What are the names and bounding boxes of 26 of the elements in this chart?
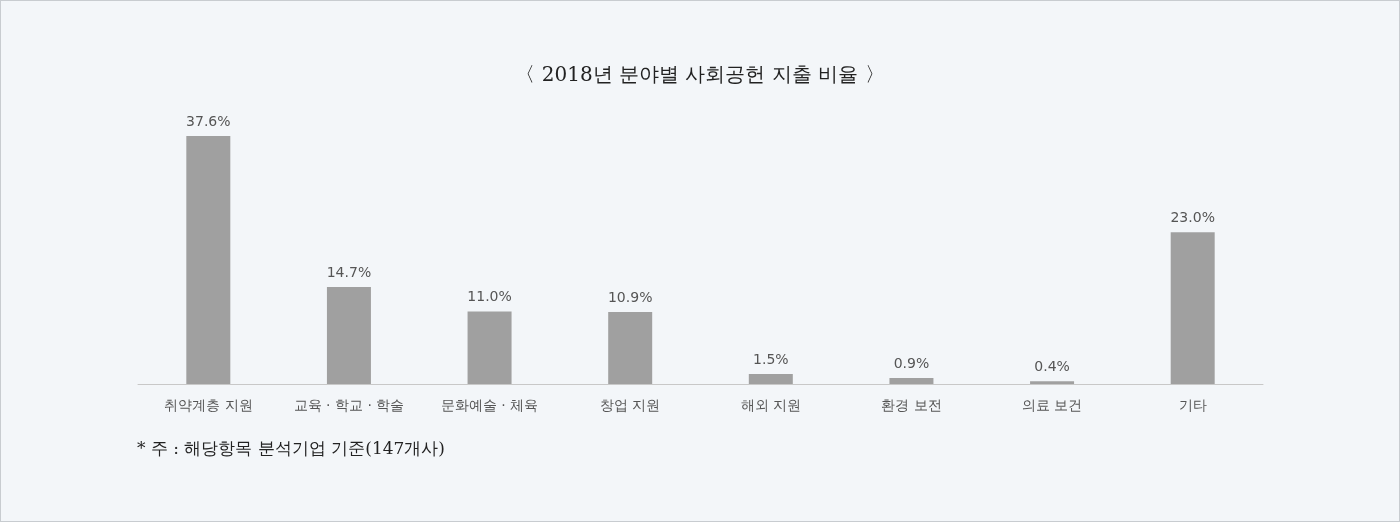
x-tick-label: 기타 [1178, 397, 1207, 413]
data-label: 37.6% [186, 113, 231, 129]
data-label: 14.7% [326, 264, 372, 281]
x-tick-label: 취약계층 지원 [164, 397, 253, 413]
data-label: 23.0% [1170, 209, 1215, 226]
chart-title: 〈 2018년 분야별 사회공헌 지출 비율 〉 [515, 62, 885, 86]
x-tick-label: 의료 보건 [1021, 397, 1083, 413]
bar [608, 312, 653, 384]
x-tick-label: 교육 · 학교 · 학술 [293, 397, 405, 413]
bar [326, 287, 371, 384]
data-label: 0.9% [893, 355, 930, 372]
x-tick-label: 창업 지원 [599, 397, 661, 413]
bar [467, 311, 512, 384]
data-label: 10.9% [607, 289, 653, 306]
x-tick-label: 해외 지원 [740, 397, 802, 413]
data-label: 11.0% [467, 288, 512, 305]
bar [889, 378, 934, 384]
text: * 주 : 해당항목 분석기업 기준(147개사) [137, 437, 445, 458]
x-tick-label: 문화예술 · 체육 [440, 397, 539, 413]
bar [1030, 381, 1075, 384]
bar [186, 136, 231, 384]
bar [748, 374, 793, 384]
x-tick-label: 환경 보전 [881, 397, 942, 413]
data-label: 1.5% [753, 351, 789, 368]
data-label: 0.4% [1034, 358, 1070, 375]
bar [1170, 232, 1215, 384]
